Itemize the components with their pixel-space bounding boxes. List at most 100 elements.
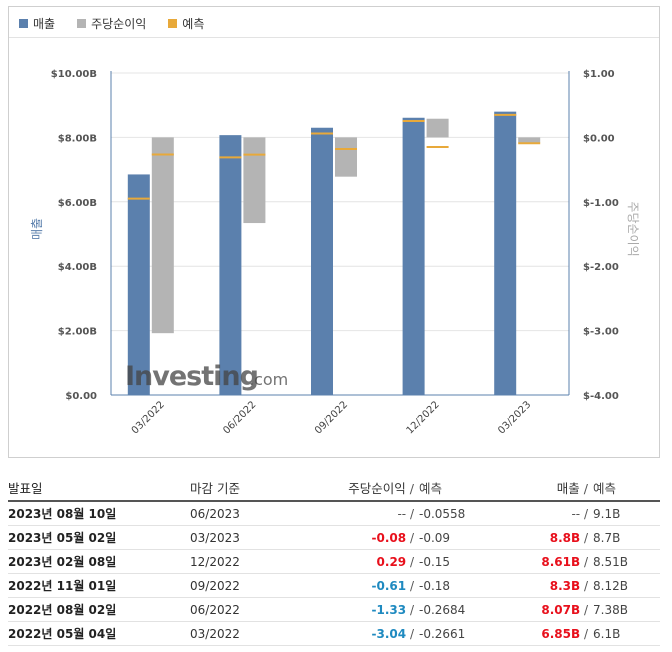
row-revenue-forecast: 6.1B xyxy=(593,626,621,641)
eps-bar xyxy=(426,118,449,138)
eps-bar xyxy=(518,137,541,143)
row-eps-sep: / xyxy=(406,554,414,569)
row-revenue-sep: / xyxy=(580,626,588,641)
x-tick-label: 12/2022 xyxy=(405,399,442,436)
eps-bar xyxy=(335,137,357,177)
row-revenue: 8.3B / xyxy=(502,579,588,593)
revenue-bar xyxy=(127,174,150,395)
header-period[interactable]: 마감 기준 xyxy=(190,480,240,496)
header-eps-sep: / xyxy=(409,480,414,496)
right-tick-label: $-1.00 xyxy=(583,198,619,209)
revenue-bar xyxy=(219,135,242,395)
x-tick-label: 03/2023 xyxy=(496,399,533,436)
row-eps: -0.61 / xyxy=(310,579,414,593)
row-revenue: 6.85B / xyxy=(502,627,588,641)
row-eps-value: 0.29 xyxy=(376,554,407,569)
header-date[interactable]: 발표일 xyxy=(8,480,43,496)
row-revenue-forecast: 8.7B xyxy=(593,530,621,545)
row-revenue-value: 8.61B xyxy=(541,554,581,569)
row-revenue-value: 8.3B xyxy=(549,578,581,593)
row-eps-forecast: -0.2684 xyxy=(419,602,466,617)
row-eps-sep: / xyxy=(406,530,414,545)
row-eps-forecast: -0.2661 xyxy=(419,626,466,641)
legend-swatch-revenue xyxy=(19,19,28,28)
chart-legend: 매출 주당순이익 예측 xyxy=(19,15,204,32)
row-revenue: -- / xyxy=(502,507,588,521)
chart-plot-area: $0.00 $2.00B $4.00B $6.00B $8.00B $10.00B $-4.… xyxy=(30,69,640,436)
legend-item-revenue[interactable]: 매출 xyxy=(19,15,55,32)
table-body: 2023년 08월 10일 06/2023 -- / -0.0558 -- /9.1B 2… xyxy=(8,502,660,646)
earnings-chart: 매출 주당순이익 예측 $0.00 $2.00B $4.00B $6.00B $8.00… xyxy=(8,6,660,458)
row-eps-value: -0.61 xyxy=(371,578,407,593)
row-period: 06/2022 xyxy=(190,602,240,617)
row-revenue: 8.8B / xyxy=(502,531,588,545)
row-date: 2023년 08월 10일 xyxy=(8,507,117,521)
table-row: 2023년 08월 10일 06/2023 -- / -0.0558 -- / 9.1B xyxy=(8,502,660,526)
row-revenue: 8.61B / xyxy=(502,555,588,569)
header-eps[interactable]: 주당순이익 / xyxy=(310,478,414,497)
left-tick-label: $10.00B xyxy=(51,69,97,80)
row-revenue-forecast: 9.1B xyxy=(593,506,621,521)
row-eps-sep: / xyxy=(406,506,414,521)
right-tick-label: $-4.00 xyxy=(583,391,619,402)
row-revenue-sep: / xyxy=(580,602,588,617)
revenue-bar xyxy=(311,127,333,396)
investing-logo-watermark: Investing xyxy=(125,361,258,392)
header-revenue-label: 매출 xyxy=(556,480,580,496)
row-eps: -0.08 / xyxy=(310,531,414,545)
row-period: 12/2022 xyxy=(190,554,240,569)
row-eps-forecast: -0.0558 xyxy=(419,506,466,521)
eps-bar xyxy=(243,137,266,224)
investing-logo-suffix: .com xyxy=(249,370,288,389)
header-eps-label: 주당순이익 xyxy=(348,480,406,496)
row-revenue-value: -- xyxy=(571,506,581,521)
header-revenue-sep: / xyxy=(583,480,588,496)
row-revenue-forecast: 8.51B xyxy=(593,554,628,569)
row-period: 06/2023 xyxy=(190,506,240,521)
row-eps: 0.29 / xyxy=(310,555,414,569)
table-row: 2022년 11월 01일 09/2022 -0.61 /-0.18 8.3B /8.… xyxy=(8,574,660,598)
row-revenue-sep: / xyxy=(580,578,588,593)
left-tick-label: $4.00B xyxy=(58,262,97,273)
table-row: 2022년 05월 04일 03/2022 -3.04 / -0.2661 6.85B … xyxy=(8,622,660,646)
row-eps-value: -3.04 xyxy=(371,626,407,641)
row-revenue-sep: / xyxy=(580,506,588,521)
right-axis-title: 주당순이익 xyxy=(626,201,640,256)
row-eps-sep: / xyxy=(406,626,414,641)
row-date: 2023년 05월 02일 xyxy=(8,531,117,545)
header-revenue-forecast[interactable]: 예측 xyxy=(593,480,617,496)
revenue-bar xyxy=(494,111,517,395)
legend-item-eps[interactable]: 주당순이익 xyxy=(77,15,146,32)
earnings-table: 발표일 마감 기준 주당순이익 / 예측 매출 / 예측 2023년 08월 1… xyxy=(8,474,660,646)
left-tick-label: $8.00B xyxy=(58,133,97,144)
legend-swatch-forecast xyxy=(168,19,178,28)
row-eps-sep: / xyxy=(406,578,414,593)
legend-label-revenue: 매출 xyxy=(33,17,56,31)
row-date: 2022년 08월 02일 xyxy=(8,603,117,617)
row-eps-forecast: -0.15 xyxy=(419,554,451,569)
legend-divider xyxy=(9,37,659,38)
row-revenue: 8.07B / xyxy=(502,603,588,617)
eps-bar xyxy=(151,137,174,334)
row-eps-value: -- xyxy=(397,506,407,521)
x-tick-label: 06/2022 xyxy=(221,399,258,436)
row-revenue-value: 8.8B xyxy=(549,530,581,545)
row-period: 03/2022 xyxy=(190,626,240,641)
x-tick-label: 03/2022 xyxy=(130,399,167,436)
row-revenue-sep: / xyxy=(580,530,588,545)
row-eps-forecast: -0.18 xyxy=(419,578,451,593)
left-tick-label: $6.00B xyxy=(58,198,97,209)
header-eps-forecast[interactable]: 예측 xyxy=(419,480,443,496)
right-tick-label: $-3.00 xyxy=(583,327,619,338)
left-tick-label: $2.00B xyxy=(58,327,97,338)
row-eps-sep: / xyxy=(406,602,414,617)
legend-swatch-eps xyxy=(77,19,87,28)
header-revenue[interactable]: 매출 / xyxy=(502,478,588,497)
row-revenue-forecast: 7.38B xyxy=(593,602,628,617)
revenue-bar xyxy=(402,117,425,396)
table-row: 2022년 08월 02일 06/2022 -1.33 / -0.2684 8.07B … xyxy=(8,598,660,622)
legend-item-forecast[interactable]: 예측 xyxy=(168,15,204,32)
row-revenue-forecast: 8.12B xyxy=(593,578,628,593)
row-eps: -- / xyxy=(310,507,414,521)
x-tick-label: 09/2022 xyxy=(313,399,350,436)
